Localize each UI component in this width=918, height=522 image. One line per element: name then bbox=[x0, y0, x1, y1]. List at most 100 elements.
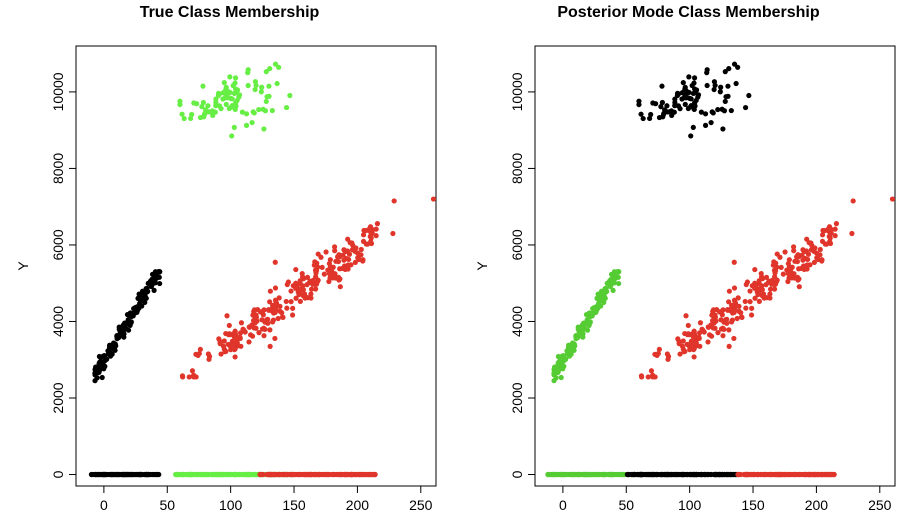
y-tick-label: 6000 bbox=[509, 229, 525, 260]
x-tick-label: 200 bbox=[346, 497, 370, 513]
data-point bbox=[738, 314, 745, 320]
data-point bbox=[224, 313, 230, 319]
data-point bbox=[792, 275, 798, 281]
data-point bbox=[758, 274, 765, 280]
data-point bbox=[731, 335, 737, 342]
data-point bbox=[194, 101, 200, 107]
data-point bbox=[611, 269, 618, 275]
data-point bbox=[226, 322, 232, 329]
data-point bbox=[763, 274, 770, 280]
baseline-point bbox=[339, 471, 345, 478]
data-point bbox=[249, 119, 255, 126]
baseline-point bbox=[102, 471, 108, 478]
data-point bbox=[333, 275, 339, 281]
data-point bbox=[653, 101, 659, 107]
data-point bbox=[293, 280, 299, 286]
data-point bbox=[221, 338, 227, 344]
data-point bbox=[684, 341, 690, 348]
baseline-point bbox=[335, 471, 341, 478]
baseline-point bbox=[650, 471, 656, 478]
data-point bbox=[610, 287, 616, 293]
data-point bbox=[647, 115, 653, 122]
data-point bbox=[352, 259, 358, 266]
data-point bbox=[786, 266, 793, 273]
baseline-point bbox=[152, 471, 158, 478]
data-point bbox=[215, 92, 222, 99]
data-point bbox=[353, 245, 359, 251]
data-point bbox=[615, 274, 621, 280]
data-point bbox=[691, 346, 697, 352]
baseline-point bbox=[707, 471, 714, 478]
data-point bbox=[726, 327, 732, 333]
data-point bbox=[742, 298, 748, 305]
data-point bbox=[274, 80, 280, 87]
data-point bbox=[708, 119, 714, 126]
data-point bbox=[360, 257, 366, 263]
data-point bbox=[267, 66, 273, 72]
data-point bbox=[267, 343, 273, 349]
data-point bbox=[332, 248, 338, 254]
data-point bbox=[284, 305, 290, 311]
data-point bbox=[562, 356, 568, 362]
data-point bbox=[186, 374, 192, 380]
data-point bbox=[720, 325, 726, 331]
baseline-point bbox=[242, 471, 248, 478]
data-point bbox=[272, 285, 279, 291]
data-point bbox=[580, 334, 586, 340]
data-point bbox=[555, 353, 562, 360]
data-point bbox=[746, 92, 752, 99]
data-point bbox=[599, 297, 605, 303]
data-point bbox=[227, 74, 233, 80]
data-point bbox=[326, 260, 332, 267]
data-point bbox=[360, 232, 367, 238]
data-point bbox=[229, 96, 235, 102]
data-point bbox=[687, 347, 693, 353]
data-point bbox=[222, 95, 228, 101]
data-point bbox=[261, 126, 267, 132]
data-point bbox=[318, 254, 324, 260]
baseline-point bbox=[193, 471, 199, 478]
data-point bbox=[266, 83, 272, 89]
data-point bbox=[747, 288, 753, 294]
data-point bbox=[743, 305, 749, 311]
data-point bbox=[616, 280, 622, 287]
data-point bbox=[747, 299, 753, 305]
data-point bbox=[733, 80, 739, 87]
data-point bbox=[827, 238, 833, 245]
baseline-point bbox=[296, 471, 303, 478]
data-point bbox=[658, 104, 664, 110]
data-point bbox=[722, 98, 728, 105]
data-point bbox=[790, 244, 797, 250]
baseline-point bbox=[626, 471, 632, 478]
data-point bbox=[245, 67, 251, 73]
data-point bbox=[260, 106, 266, 112]
panel-posterior-class: Posterior Mode Class Membership 0 2000 400… bbox=[459, 0, 918, 517]
baseline-point bbox=[180, 471, 186, 478]
data-point bbox=[337, 284, 343, 290]
baseline-point bbox=[363, 471, 370, 478]
data-point bbox=[685, 331, 691, 337]
data-point bbox=[604, 280, 610, 286]
data-point bbox=[95, 364, 101, 370]
data-point bbox=[767, 291, 773, 297]
data-point bbox=[778, 264, 784, 271]
baseline-point bbox=[735, 471, 742, 478]
data-point bbox=[297, 278, 303, 284]
data-point bbox=[275, 315, 281, 322]
data-point bbox=[308, 295, 314, 301]
baseline-point bbox=[359, 471, 365, 478]
data-point bbox=[293, 295, 299, 301]
data-point bbox=[674, 92, 681, 99]
data-point bbox=[258, 89, 264, 95]
data-point bbox=[681, 349, 687, 355]
data-point bbox=[261, 333, 267, 339]
baseline-point bbox=[797, 471, 804, 478]
data-point bbox=[140, 297, 146, 303]
data-point bbox=[92, 378, 98, 384]
data-point bbox=[264, 94, 270, 100]
data-point bbox=[786, 275, 792, 281]
data-point bbox=[374, 221, 381, 227]
baseline-point bbox=[573, 471, 579, 478]
data-point bbox=[157, 280, 163, 287]
data-point bbox=[803, 263, 810, 270]
